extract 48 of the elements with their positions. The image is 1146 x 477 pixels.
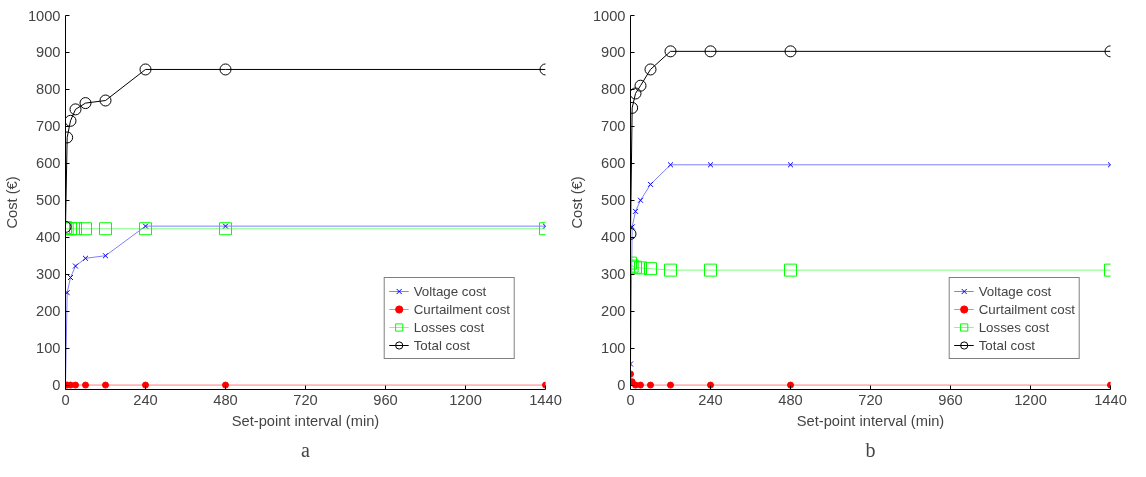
x-tick-label: 1200	[1014, 391, 1047, 408]
x-tick-label: 720	[293, 391, 318, 408]
y-tick-label: 0	[52, 377, 61, 394]
text: b	[865, 438, 876, 461]
x-tick-label: 1440	[1094, 391, 1127, 408]
y-tick-label: 200	[36, 303, 61, 320]
y-tick-label: 300	[601, 266, 626, 283]
legend-label: Voltage cost	[413, 282, 487, 300]
y-tick-label: 1000	[592, 7, 626, 24]
y-tick-label: 400	[36, 229, 61, 246]
y-tick-label: 900	[601, 44, 626, 61]
y-axis-title: Cost (€)	[568, 176, 585, 229]
text: a	[301, 438, 311, 461]
y-tick-label: 300	[36, 266, 61, 283]
x-axis-title: Set-point interval (min)	[796, 412, 945, 429]
legend-label: Voltage cost	[978, 282, 1052, 300]
legend-label: Total cost	[413, 336, 471, 354]
x-axis-title: Set-point interval (min)	[231, 412, 380, 429]
y-tick-label: 200	[601, 303, 626, 320]
y-tick-label: 900	[36, 44, 61, 61]
y-tick-label: 700	[36, 118, 61, 135]
y-tick-label: 600	[601, 155, 626, 172]
y-tick-label: 0	[617, 377, 626, 394]
legend-label: Curtailment cost	[978, 300, 1075, 318]
y-tick-label: 600	[36, 155, 61, 172]
y-tick-label: 500	[36, 192, 61, 209]
x-tick-label: 480	[778, 391, 803, 408]
y-tick-label: 800	[36, 81, 61, 98]
y-tick-label: 800	[601, 81, 626, 98]
x-tick-label: 480	[213, 391, 238, 408]
y-tick-label: 100	[601, 340, 626, 357]
legend-label: Losses cost	[978, 318, 1050, 336]
x-tick-label: 1440	[529, 391, 562, 408]
legend-label: Total cost	[978, 336, 1036, 354]
x-tick-label: 240	[133, 391, 158, 408]
x-tick-label: 720	[858, 391, 883, 408]
x-tick-label: 960	[373, 391, 398, 408]
y-tick-label: 100	[36, 340, 61, 357]
x-tick-label: 240	[698, 391, 723, 408]
y-tick-label: 700	[601, 118, 626, 135]
x-tick-label: 1200	[449, 391, 482, 408]
y-tick-label: 400	[601, 229, 626, 246]
x-tick-label: 960	[938, 391, 963, 408]
y-axis-title: Cost (€)	[3, 176, 20, 229]
legend-label: Losses cost	[413, 318, 485, 336]
y-tick-label: 1000	[27, 7, 61, 24]
legend-label: Curtailment cost	[413, 300, 510, 318]
y-tick-label: 500	[601, 192, 626, 209]
